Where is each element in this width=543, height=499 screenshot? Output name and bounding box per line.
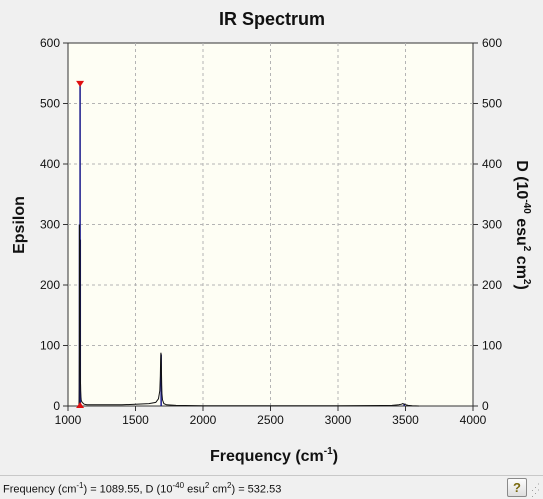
y-right-title-d: D (10 xyxy=(513,160,530,199)
status-freq-mid: ) = 1089.55, D (10 xyxy=(83,483,173,496)
y-right-title-close: ) xyxy=(513,284,530,289)
help-icon: ? xyxy=(513,480,521,495)
y-right-title-sq2: 2 xyxy=(521,279,532,285)
y-right-tick-label: 200 xyxy=(482,278,502,292)
y-left-tick-label: 300 xyxy=(40,218,60,232)
x-tick-label: 3500 xyxy=(392,413,419,427)
tick-labels: 1000 1500 2000 2500 3000 3500 4000010020030040… xyxy=(40,36,502,427)
x-tick-label: 2000 xyxy=(190,413,217,427)
status-freq-prefix: Frequency (cm xyxy=(3,483,77,496)
y-right-title-sq1: 2 xyxy=(521,246,532,252)
y-axis-left-title: Epsilon xyxy=(11,196,28,254)
y-axis-right-title: D (10-40 esu2 cm2) xyxy=(513,160,532,290)
x-axis-title: Frequency (cm-1) xyxy=(210,446,338,465)
status-d-exp: -40 xyxy=(172,481,185,490)
y-right-tick-label: 0 xyxy=(482,399,489,413)
y-left-tick-label: 400 xyxy=(40,157,60,171)
status-sq1: 2 xyxy=(204,481,210,490)
x-tick-label: 1500 xyxy=(122,413,149,427)
y-right-title-exp40: -40 xyxy=(521,199,532,214)
x-axis-title-close: ) xyxy=(333,448,338,465)
x-axis-title-exponent: -1 xyxy=(324,446,333,457)
status-d-unit: esu xyxy=(184,483,205,496)
selected-peak-marker[interactable] xyxy=(76,80,85,87)
y-right-tick-label: 300 xyxy=(482,218,502,232)
ir-spectrum-chart[interactable]: IR Spectrum 1000 1500 2000 2500 3000 3500 4000… xyxy=(0,0,543,475)
x-tick-label: 4000 xyxy=(460,413,487,427)
y-left-tick-label: 600 xyxy=(40,36,60,50)
y-right-title-cm: cm xyxy=(513,251,530,279)
y-left-tick-label: 500 xyxy=(40,97,60,111)
y-right-title-esu: esu xyxy=(513,214,530,246)
status-sq2: 2 xyxy=(227,481,232,490)
y-right-tick-label: 400 xyxy=(482,157,502,171)
x-tick-label: 1000 xyxy=(55,413,82,427)
status-d-value: ) = 532.53 xyxy=(231,483,282,496)
y-right-tick-label: 100 xyxy=(482,339,502,353)
status-cm: cm xyxy=(209,483,228,496)
y-left-tick-label: 200 xyxy=(40,278,60,292)
x-tick-label: 2500 xyxy=(257,413,284,427)
selected-baseline-marker[interactable] xyxy=(76,402,85,408)
status-bar: Frequency (cm-1) = 1089.55, D (10-40 esu… xyxy=(0,475,543,499)
x-axis-title-main: Frequency (cm xyxy=(210,448,324,465)
selection-markers xyxy=(76,80,85,408)
status-freq-exp: -1 xyxy=(76,481,84,490)
y-right-tick-label: 500 xyxy=(482,97,502,111)
help-button[interactable]: ? xyxy=(507,478,527,497)
resize-grip-icon[interactable]: ⋰ ⋰ xyxy=(531,482,540,498)
status-readout: Frequency (cm-1) = 1089.55, D (10-40 esu… xyxy=(3,481,281,496)
y-left-tick-label: 100 xyxy=(40,339,60,353)
spectrum-line xyxy=(78,224,420,407)
chart-title: IR Spectrum xyxy=(219,9,325,29)
grid-lines xyxy=(68,43,473,406)
y-left-tick-label: 0 xyxy=(53,399,60,413)
x-tick-label: 3000 xyxy=(325,413,352,427)
y-right-tick-label: 600 xyxy=(482,36,502,50)
axis-ticks xyxy=(63,42,478,411)
